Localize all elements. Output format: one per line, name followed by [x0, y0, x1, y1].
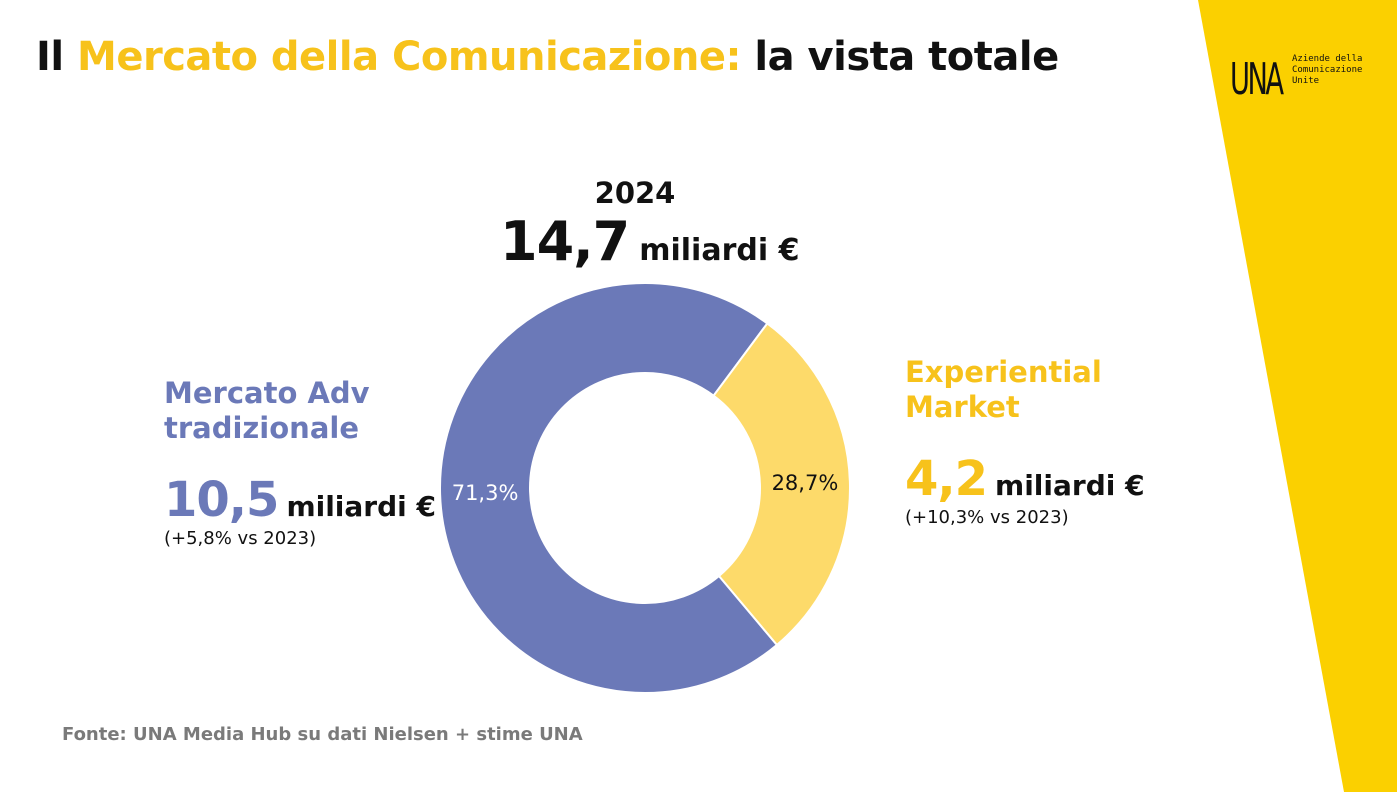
- page-title: Il Mercato della Comunicazione: la vista…: [36, 34, 1059, 80]
- logo-mark: UNA: [1230, 54, 1284, 105]
- title-prefix: Il: [36, 34, 78, 80]
- adv-name-line1: Mercato Adv: [164, 376, 370, 410]
- donut-slice-experiential: [712, 322, 851, 647]
- title-suffix: la vista totale: [740, 34, 1059, 80]
- logo-line-1: Aziende della: [1292, 54, 1363, 64]
- title-accent: Mercato della Comunicazione:: [77, 34, 741, 80]
- experiential-value: 4,2: [905, 451, 988, 507]
- donut-label-adv: 71,3%: [452, 481, 519, 505]
- adv-value: 10,5: [164, 472, 279, 528]
- experiential-value-line: 4,2 miliardi €: [905, 451, 1145, 507]
- legend-experiential: Experiential Market 4,2 miliardi € (+10,3…: [905, 355, 1145, 528]
- adv-value-line: 10,5 miliardi €: [164, 472, 436, 528]
- donut-label-experiential: 28,7%: [772, 471, 839, 495]
- logo-text: Aziende della Comunicazione Unite: [1292, 54, 1362, 87]
- adv-name-line2: tradizionale: [164, 411, 359, 445]
- source-note: Fonte: UNA Media Hub su dati Nielsen + s…: [62, 724, 583, 745]
- total-value: 14,7: [500, 210, 630, 273]
- total-value-line: 14,7 miliardi €: [500, 210, 799, 273]
- logo-line-2: Comunicazione: [1292, 65, 1363, 75]
- adv-growth: (+5,8% vs 2023): [164, 528, 317, 549]
- experiential-name-line1: Experiential: [905, 355, 1102, 389]
- una-logo: UNA Aziende della Comunicazione Unite: [1230, 52, 1362, 108]
- logo-line-3: Unite: [1292, 76, 1320, 86]
- donut-chart: 71,3% 28,7%: [439, 282, 851, 694]
- total-unit: miliardi €: [639, 233, 800, 268]
- donut-slice-adv: [439, 282, 779, 694]
- adv-unit: miliardi €: [286, 490, 436, 523]
- experiential-name-line2: Market: [905, 390, 1020, 424]
- legend-adv: Mercato Adv tradizionale 10,5 miliardi € …: [164, 376, 436, 549]
- experiential-growth: (+10,3% vs 2023): [905, 507, 1069, 528]
- chart-year: 2024: [594, 176, 676, 210]
- experiential-unit: miliardi €: [995, 469, 1145, 502]
